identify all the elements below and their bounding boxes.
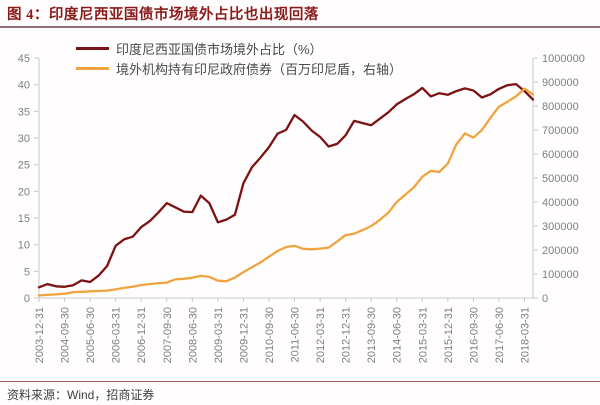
left-axis-label: 25 bbox=[18, 160, 30, 172]
legend-label-foreign-share: 印度尼西亚国债市场境外占比（%） bbox=[116, 41, 323, 57]
left-axis-label: 10 bbox=[18, 240, 30, 252]
x-axis-label: 2017-06-30 bbox=[494, 307, 506, 363]
x-axis-label: 2003-12-31 bbox=[34, 307, 46, 363]
x-axis-label: 2009-12-31 bbox=[238, 307, 250, 363]
left-axis-label: 20 bbox=[18, 186, 30, 198]
title-divider bbox=[0, 26, 600, 28]
x-axis-label: 2009-03-31 bbox=[213, 307, 225, 363]
x-axis-label: 2007-09-30 bbox=[162, 307, 174, 363]
chart-legend: 印度尼西亚国债市场境外占比（%） 境外机构持有印尼政府债券（百万印尼盾，右轴） bbox=[76, 38, 402, 78]
right-axis-label: 800000 bbox=[542, 101, 579, 113]
x-axis-label: 2018-03-31 bbox=[519, 307, 531, 363]
left-axis-label: 5 bbox=[24, 266, 30, 278]
right-axis-label: 900000 bbox=[542, 77, 579, 89]
x-axis-label: 2015-03-31 bbox=[417, 307, 429, 363]
legend-item-holdings: 境外机构持有印尼政府债券（百万印尼盾，右轴） bbox=[76, 58, 402, 78]
right-axis-label: 700000 bbox=[542, 125, 579, 137]
x-axis-label: 2012-03-31 bbox=[315, 307, 327, 363]
x-axis-label: 2005-06-30 bbox=[85, 307, 97, 363]
x-axis-label: 2010-09-30 bbox=[264, 307, 276, 363]
source-note: 资料来源：Wind，招商证券 bbox=[7, 388, 155, 402]
left-axis-label: 30 bbox=[18, 133, 30, 145]
left-axis-label: 35 bbox=[18, 106, 30, 118]
right-axis-label: 100000 bbox=[542, 269, 579, 281]
legend-label-holdings: 境外机构持有印尼政府债券（百万印尼盾，右轴） bbox=[116, 61, 403, 77]
right-axis-label: 300000 bbox=[542, 221, 579, 233]
legend-line-swatch-foreign-share bbox=[76, 46, 109, 50]
x-axis-label: 2012-12-31 bbox=[341, 307, 353, 363]
x-axis-label: 2014-06-30 bbox=[392, 307, 404, 363]
right-axis-label: 400000 bbox=[542, 197, 579, 209]
right-axis-label: 600000 bbox=[542, 149, 579, 161]
left-axis-label: 40 bbox=[18, 80, 30, 92]
right-axis-label: 500000 bbox=[542, 173, 579, 185]
footer-divider bbox=[0, 381, 600, 382]
legend-line-swatch-holdings bbox=[76, 66, 109, 70]
x-axis-label: 2015-12-31 bbox=[443, 307, 455, 363]
x-axis-label: 2011-06-30 bbox=[290, 307, 302, 362]
legend-item-foreign-share: 印度尼西亚国债市场境外占比（%） bbox=[76, 38, 402, 58]
left-axis-label: 0 bbox=[24, 293, 30, 305]
right-axis-label: 1000000 bbox=[542, 53, 585, 65]
x-axis-label: 2006-03-31 bbox=[111, 307, 123, 363]
x-axis-label: 2008-06-30 bbox=[187, 307, 199, 363]
right-axis-label: 200000 bbox=[542, 245, 579, 257]
x-axis-label: 2006-12-31 bbox=[136, 307, 148, 363]
figure-title: 图 4：印度尼西亚国债市场境外占比也出现回落 bbox=[7, 7, 319, 23]
series-line-holdings bbox=[37, 87, 535, 297]
left-axis-label: 45 bbox=[18, 53, 30, 65]
x-axis-label: 2016-09-30 bbox=[468, 307, 480, 363]
x-axis-label: 2013-09-30 bbox=[366, 307, 378, 363]
left-axis-label: 15 bbox=[18, 213, 30, 225]
series-line-foreign-share bbox=[37, 82, 535, 289]
right-axis-label: 0 bbox=[542, 293, 548, 305]
x-axis-label: 2004-09-30 bbox=[60, 307, 72, 363]
